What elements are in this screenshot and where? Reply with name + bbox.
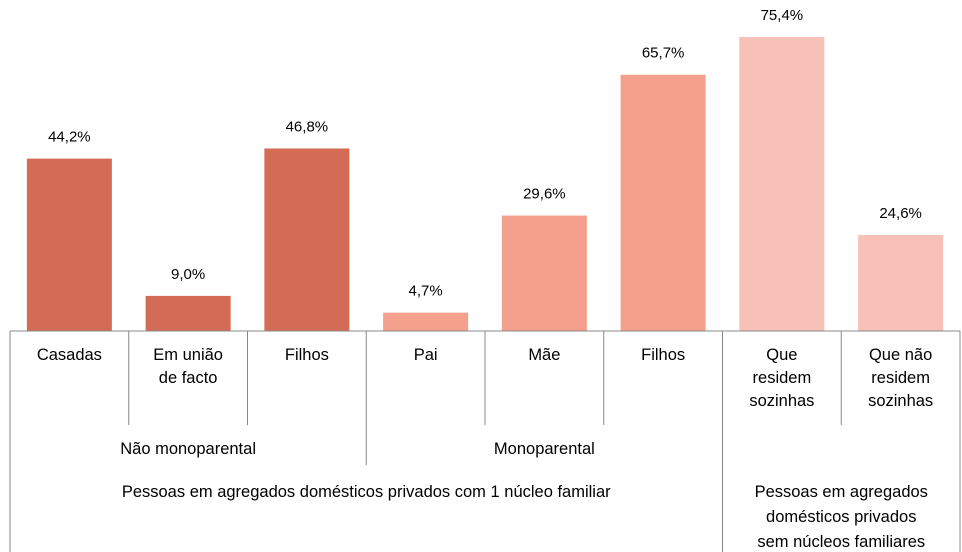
supergroup-label: Pessoas em agregados domésticos privados… — [121, 483, 611, 501]
value-label: 75,4% — [761, 7, 804, 24]
category-label: Pai — [413, 346, 438, 364]
value-label: 65,7% — [642, 45, 685, 62]
group-label: Não monoparental — [120, 440, 256, 458]
value-label: 46,8% — [286, 118, 329, 135]
group-label: Monoparental — [493, 440, 595, 458]
value-label: 9,0% — [171, 266, 205, 283]
category-label: Casadas — [36, 346, 102, 364]
bar — [383, 312, 469, 331]
bar — [145, 295, 231, 331]
bar — [501, 215, 587, 331]
value-label: 29,6% — [523, 186, 566, 203]
category-label: Em união de facto — [153, 346, 223, 387]
category-label: Que residem sozinhas — [749, 346, 815, 410]
value-label: 4,7% — [409, 283, 443, 300]
category-label: Que não residem sozinhas — [868, 346, 934, 410]
bar — [739, 36, 825, 331]
bar — [26, 158, 112, 331]
category-label: Filhos — [641, 346, 686, 364]
value-label: 24,6% — [879, 205, 922, 222]
category-label: Mãe — [528, 346, 561, 364]
bar — [858, 235, 944, 331]
bar — [620, 74, 706, 332]
bar — [264, 148, 350, 331]
supergroup-label: Pessoas em agregados domésticos privados… — [754, 483, 928, 551]
value-label: 44,2% — [48, 129, 91, 146]
category-label: Filhos — [284, 346, 329, 364]
